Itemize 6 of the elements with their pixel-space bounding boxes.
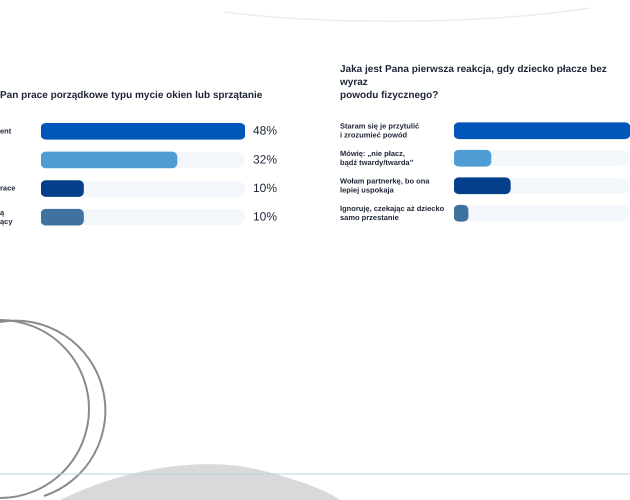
- data-label: 32%: [253, 152, 278, 166]
- data-label: 10%: [253, 210, 278, 224]
- data-label: 10%: [253, 180, 278, 195]
- chart-title: Pan prace porządkowe typu mycie okien lub sprzątanie: [0, 89, 264, 102]
- data-label: 48%: [253, 124, 278, 138]
- chart-title: Jaka jest Pana pierwsza reakcja, gdy dziecko płacze bez wyraz powodu fizycznego?: [340, 63, 608, 102]
